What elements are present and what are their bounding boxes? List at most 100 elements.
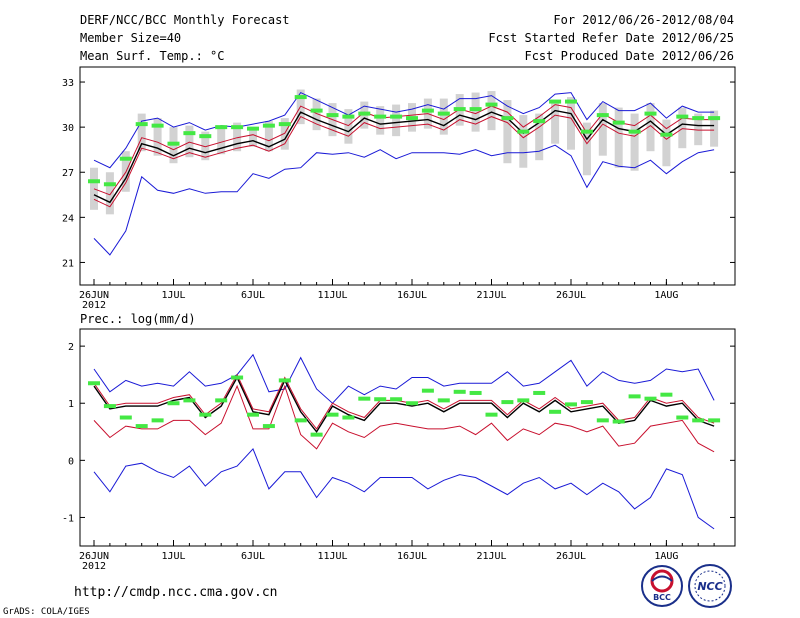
- temp-observed-dash: [390, 114, 403, 119]
- prec-observed-dash: [151, 418, 164, 423]
- prec-observed-dash: [596, 418, 609, 423]
- prec-xtick-label: 6JUL: [241, 551, 265, 562]
- temp-observed-dash: [676, 114, 689, 119]
- prec-line-min: [93, 447, 715, 530]
- temp-spread-box: [503, 100, 512, 164]
- temp-observed-dash: [374, 114, 387, 119]
- prec-observed-dash: [167, 401, 180, 406]
- prec-observed-dash: [660, 392, 673, 397]
- prec-observed-dash: [612, 419, 625, 424]
- temp-observed-dash: [294, 95, 307, 100]
- temp-spread-box: [249, 127, 257, 147]
- prec-xtick-label: 11JUL: [317, 551, 347, 562]
- temp-spread-box: [535, 113, 544, 161]
- temp-observed-dash: [183, 131, 196, 136]
- temp-spread-box: [694, 113, 703, 146]
- temp-observed-dash: [247, 126, 259, 131]
- prec-observed-dash: [628, 394, 641, 399]
- temp-spread-box: [201, 131, 210, 161]
- temp-observed-dash: [215, 125, 228, 130]
- svg-text:NCC: NCC: [697, 580, 722, 593]
- temp-observed-dash: [119, 156, 132, 161]
- temp-panel-frame: [79, 66, 736, 286]
- prec-observed-dash: [183, 398, 196, 403]
- temp-observed-dash: [88, 179, 100, 184]
- prec-observed-dash: [708, 418, 721, 423]
- temp-observed-dash: [612, 120, 625, 125]
- temp-spread-box: [185, 125, 194, 158]
- prec-observed-dash: [247, 412, 259, 417]
- temp-observed-dash: [406, 116, 418, 121]
- temp-observed-dash: [469, 107, 482, 112]
- temp-spread-box: [710, 110, 719, 147]
- temp-line-max: [93, 91, 715, 169]
- prec-observed-dash: [453, 389, 466, 394]
- temp-spread-box: [344, 109, 353, 144]
- temp-line-median: [93, 114, 715, 208]
- temp-xtick-label: 26JUN: [79, 290, 109, 301]
- prec-observed-dash: [358, 396, 371, 401]
- temp-observed-dash: [628, 129, 641, 134]
- prec-observed-dash: [644, 396, 657, 401]
- temp-observed-dash: [231, 125, 244, 130]
- temp-observed-dash: [660, 132, 673, 137]
- temp-xtick-label: 11JUL: [317, 290, 347, 301]
- temp-spread-box: [678, 107, 687, 149]
- temp-observed-dash: [708, 116, 721, 121]
- temp-spread-box: [519, 115, 528, 168]
- temp-spread-box: [137, 113, 146, 152]
- temp-spread-box: [662, 119, 671, 167]
- temp-line-mean: [93, 109, 715, 204]
- temp-observed-dash: [326, 113, 339, 118]
- temp-observed-dash: [278, 122, 291, 127]
- prec-observed-dash: [390, 397, 403, 402]
- temp-observed-dash: [437, 111, 450, 116]
- prec-observed-dash: [231, 375, 244, 380]
- temp-spread-box: [551, 100, 560, 144]
- prec-ytick-label: -1: [62, 513, 74, 524]
- temp-xtick-label: 26JUL: [556, 290, 586, 301]
- prec-observed-dash: [278, 378, 291, 383]
- prec-observed-dash: [517, 398, 530, 403]
- grads-credit: GrADS: COLA/IGES: [3, 607, 90, 617]
- temp-year-label: 2012: [82, 300, 106, 311]
- prec-year-label: 2012: [82, 561, 106, 572]
- temp-spread-box: [217, 125, 226, 155]
- prec-observed-dash: [262, 424, 275, 429]
- prec-line-mean: [93, 375, 715, 434]
- temp-observed-dash: [485, 102, 498, 107]
- temp-observed-dash: [199, 134, 212, 139]
- prec-observed-dash: [580, 400, 593, 405]
- temp-observed-dash: [644, 111, 657, 116]
- prec-observed-dash: [326, 412, 339, 417]
- prec-xtick-label: 1JUL: [161, 551, 185, 562]
- prec-line-median: [93, 384, 715, 453]
- temp-xtick-label: 1JUL: [161, 290, 185, 301]
- temp-observed-dash: [421, 108, 434, 113]
- member-size: Member Size=40: [80, 31, 181, 45]
- temp-ytick-label: 21: [62, 258, 74, 269]
- temp-spread-box: [646, 103, 655, 152]
- prec-ytick-label: 0: [68, 456, 74, 467]
- prec-observed-dash: [103, 404, 116, 409]
- prec-observed-dash: [421, 388, 434, 393]
- temp-spread-box: [312, 98, 321, 131]
- temp-spread-box: [153, 118, 162, 156]
- temp-spread-box: [630, 113, 639, 171]
- temp-spread-box: [90, 167, 98, 210]
- temp-observed-dash: [342, 114, 355, 119]
- temp-panel: 21 24 27 30 33 26JUN 1JUL 6JUL 11JUL 16JUL 21JUL 26…: [62, 78, 735, 311]
- temp-observed-dash: [167, 141, 180, 146]
- prec-xtick-label: 1AUG: [654, 551, 678, 562]
- temp-observed-dash: [453, 107, 466, 112]
- prec-line-max: [93, 353, 715, 404]
- prec-observed-dash: [565, 402, 577, 407]
- temp-spread-box: [582, 122, 591, 176]
- prec-observed-dash: [501, 400, 514, 405]
- prec-xtick-label: 16JUL: [397, 551, 427, 562]
- produced-date: Fcst Produced Date 2012/06/26: [524, 49, 734, 63]
- prec-panel-frame: [79, 328, 736, 547]
- temp-spread-box: [439, 98, 448, 135]
- source-url[interactable]: http://cmdp.ncc.cma.gov.cn: [74, 585, 278, 600]
- temp-xtick-label: 1AUG: [654, 290, 678, 301]
